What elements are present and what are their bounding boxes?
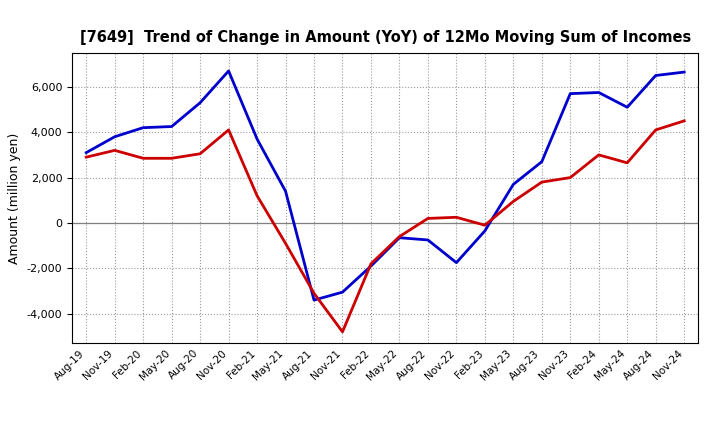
Net Income [680,118,688,124]
Net Income [452,215,461,220]
Net Income [480,223,489,228]
Net Income [253,193,261,198]
Ordinary Income [395,235,404,240]
Ordinary Income [82,150,91,155]
Net Income [139,156,148,161]
Ordinary Income [623,105,631,110]
Net Income [225,127,233,132]
Legend: Ordinary Income, Net Income: Ordinary Income, Net Income [241,436,529,440]
Net Income [423,216,432,221]
Ordinary Income [423,237,432,242]
Net Income [366,261,375,267]
Net Income [537,180,546,185]
Ordinary Income [537,159,546,165]
Ordinary Income [310,297,318,303]
Net Income [509,199,518,204]
Ordinary Income [366,264,375,269]
Net Income [82,154,91,160]
Ordinary Income [282,189,290,194]
Net Income [652,127,660,132]
Y-axis label: Amount (million yen): Amount (million yen) [8,132,21,264]
Ordinary Income [595,90,603,95]
Ordinary Income [139,125,148,130]
Ordinary Income [196,100,204,105]
Title: [7649]  Trend of Change in Amount (YoY) of 12Mo Moving Sum of Incomes: [7649] Trend of Change in Amount (YoY) o… [80,29,690,45]
Ordinary Income [566,91,575,96]
Ordinary Income [225,68,233,73]
Net Income [623,160,631,165]
Ordinary Income [253,136,261,142]
Ordinary Income [110,134,119,139]
Ordinary Income [338,290,347,295]
Ordinary Income [480,228,489,234]
Net Income [196,151,204,156]
Ordinary Income [452,260,461,265]
Ordinary Income [167,124,176,129]
Line: Ordinary Income: Ordinary Income [86,71,684,300]
Line: Net Income: Net Income [86,121,684,332]
Net Income [395,234,404,239]
Ordinary Income [509,182,518,187]
Net Income [310,291,318,296]
Ordinary Income [652,73,660,78]
Net Income [167,156,176,161]
Net Income [282,241,290,246]
Net Income [338,329,347,334]
Net Income [566,175,575,180]
Net Income [110,148,119,153]
Net Income [595,152,603,158]
Ordinary Income [680,70,688,75]
